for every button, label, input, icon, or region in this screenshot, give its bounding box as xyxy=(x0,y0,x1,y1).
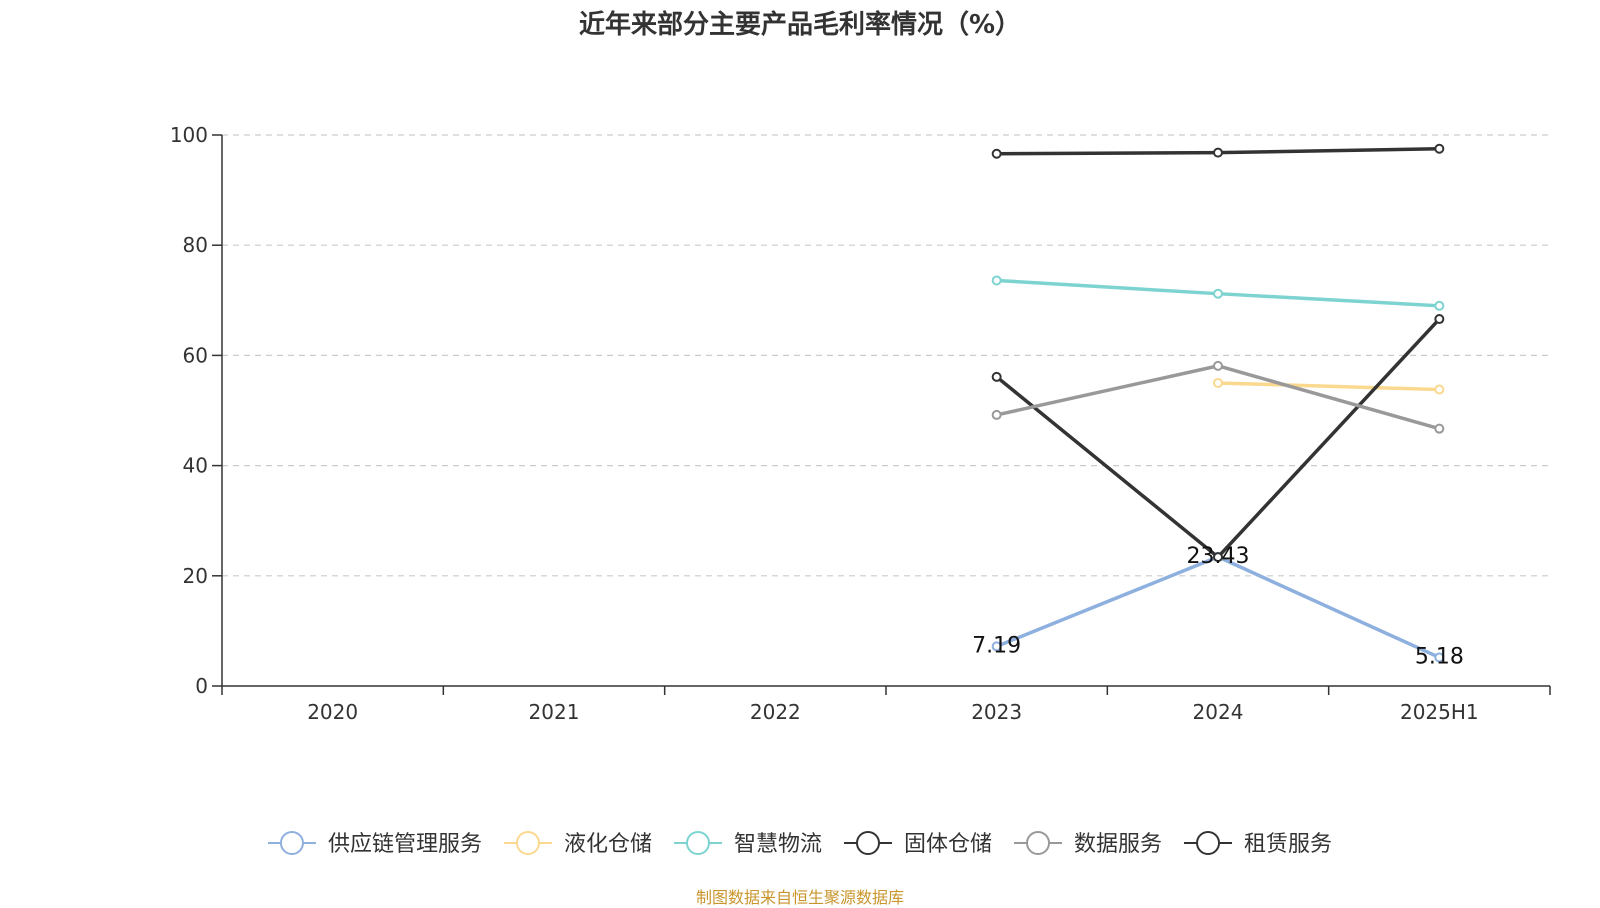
y-tick-label: 100 xyxy=(170,123,208,147)
series-lines xyxy=(991,143,1445,663)
source-note: 制图数据来自恒生聚源数据库 xyxy=(695,888,904,907)
legend-marker-icon xyxy=(1026,831,1051,855)
y-tick-label: 80 xyxy=(183,233,208,257)
data-point xyxy=(991,371,1002,382)
data-point xyxy=(1213,552,1223,563)
data-point xyxy=(1434,652,1445,663)
legend-item: 租赁服务 xyxy=(1184,831,1332,857)
series-line xyxy=(1217,381,1440,392)
legend-label: 固体仓储 xyxy=(904,832,992,857)
legend-label: 液化仓储 xyxy=(564,832,652,857)
legend-item: 供应链管理服务 xyxy=(267,831,482,857)
data-point xyxy=(1213,377,1223,388)
legend-marker-icon xyxy=(515,831,540,855)
data-point xyxy=(991,641,1002,652)
data-point xyxy=(1434,314,1445,325)
data-point xyxy=(1213,288,1223,299)
x-tick-label: 2024 xyxy=(1193,700,1244,724)
x-tick-label: 2025H1 xyxy=(1400,700,1479,724)
legend-label: 数据服务 xyxy=(1074,832,1162,857)
legend-marker-icon xyxy=(279,831,304,855)
x-tick-label: 2020 xyxy=(307,700,358,724)
data-point xyxy=(1434,423,1445,434)
x-tick-label: 2022 xyxy=(750,700,801,724)
series-line xyxy=(995,317,1441,559)
y-tick-label: 60 xyxy=(183,343,208,367)
y-tick-label: 20 xyxy=(183,564,208,588)
data-point xyxy=(991,409,1002,420)
legend-item: 液化仓储 xyxy=(503,831,652,857)
data-label: 23.43 xyxy=(1187,544,1250,569)
data-labels: 7.19 23.43 5.18 xyxy=(972,544,1464,670)
data-point xyxy=(1434,143,1445,154)
legend-marker-icon xyxy=(685,831,710,855)
legend-label: 智慧物流 xyxy=(734,832,822,857)
series-line xyxy=(996,555,1441,660)
y-tick-label: 40 xyxy=(183,454,208,478)
data-label: 7.19 xyxy=(972,633,1021,658)
legend-item: 固体仓储 xyxy=(844,831,992,857)
data-point xyxy=(1434,300,1445,311)
data-point xyxy=(1213,360,1223,371)
legend: 供应链管理服务 液化仓储 智慧物流 固体仓储 数据服务 租赁服务 xyxy=(267,831,1332,857)
legend-label: 供应链管理服务 xyxy=(328,832,482,857)
axes: 0 20 40 60 80 100 2020 2021 2022 2023 2024 2025H1 xyxy=(170,123,1551,724)
legend-label: 租赁服务 xyxy=(1244,832,1332,857)
data-point xyxy=(1434,384,1445,395)
chart-title: 近年来部分主要产品毛利率情况（%） xyxy=(578,10,1022,40)
grid-lines xyxy=(222,134,1550,577)
legend-item: 数据服务 xyxy=(1014,831,1162,857)
x-tick-label: 2021 xyxy=(529,700,580,724)
x-tick-label: 2023 xyxy=(971,700,1022,724)
data-point xyxy=(1213,147,1223,158)
legend-item: 智慧物流 xyxy=(673,831,822,857)
y-tick-label: 0 xyxy=(195,674,208,698)
data-point xyxy=(991,148,1002,159)
data-point xyxy=(991,275,1002,286)
legend-marker-icon xyxy=(856,831,880,855)
data-label: 5.18 xyxy=(1415,644,1464,669)
legend-marker-icon xyxy=(1196,831,1221,855)
series-line xyxy=(996,364,1440,431)
